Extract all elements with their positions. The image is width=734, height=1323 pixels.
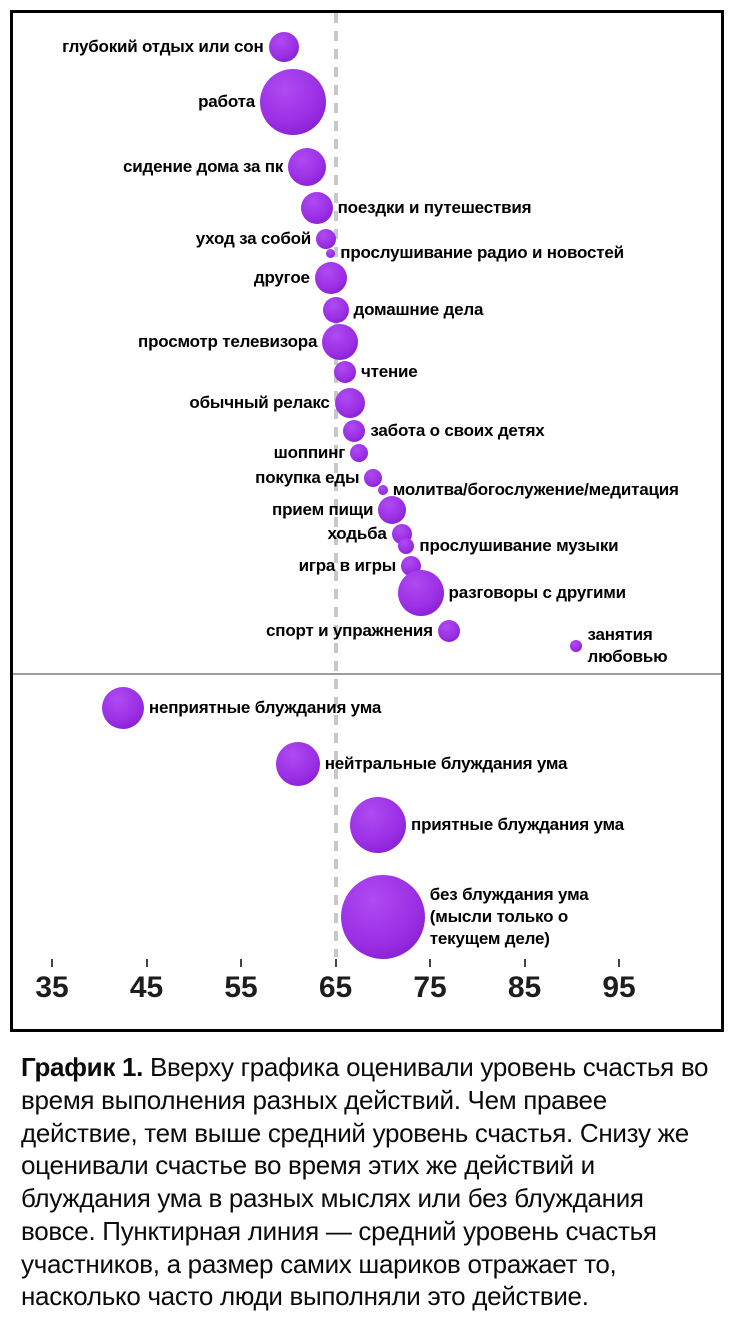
chart-bubble-label: молитва/богослужение/медитация [392, 479, 679, 499]
chart-bubble-label: шоппинг [273, 442, 346, 462]
chart-bubble-label: чтение [360, 361, 418, 381]
chart-bubble [259, 69, 326, 135]
chart-bubble-label: игра в игры [298, 555, 397, 575]
chart-bubble [377, 485, 388, 495]
chart-bubble-label: другое [253, 267, 310, 287]
chart-bubble-label: спорт и упражнения [266, 620, 433, 640]
chart-bubble [316, 229, 337, 249]
chart-bubble [343, 420, 366, 442]
figure: 35 45 55 65 75 85 95 глубокий отдых или сон рабо… [0, 10, 734, 1313]
section-divider-line [13, 673, 721, 675]
chart-bubble [326, 248, 336, 258]
chart-bubble-label: обычный релакс [189, 392, 330, 412]
chart-bubble-label: уход за собой [195, 228, 312, 248]
x-axis-tick-label: 85 [507, 971, 542, 1004]
chart-bubble [397, 570, 444, 616]
x-axis-tick [334, 959, 337, 967]
x-axis-tick [145, 959, 148, 967]
figure-caption-text: Вверху графика оценивали уровень счастья… [21, 1052, 709, 1312]
chart-bubble [101, 687, 144, 729]
chart-bubble-label: разговоры с другими [448, 582, 627, 602]
figure-caption: График 1. Вверху графика оценивали урове… [21, 1051, 713, 1313]
x-axis-tick-label: 75 [413, 971, 447, 1004]
chart-bubble-label: домашние дела [353, 299, 484, 319]
chart-bubble [398, 538, 415, 554]
chart-bubble [364, 469, 383, 487]
chart-bubble-label: прослушивание радио и новостей [340, 242, 624, 262]
chart-bubble [322, 324, 359, 360]
chart-bubble [437, 620, 460, 642]
x-axis-tick [51, 959, 53, 967]
chart-bubble-label: без блуждания ума (мысли только о текуще… [429, 884, 589, 949]
chart-bubble [275, 742, 320, 786]
chart-bubble-label: приятные блуждания ума [411, 814, 624, 834]
chart-bubble-label: занятия любовью [587, 624, 668, 666]
chart-bubble-label: поездки и путешествия [337, 197, 532, 217]
chart-bubble-label: неприятные блуждания ума [148, 697, 382, 717]
chart-bubble [268, 32, 299, 62]
x-axis-tick [618, 959, 620, 967]
chart-bubble-label: забота о своих детях [370, 420, 545, 440]
x-axis-tick [240, 959, 242, 967]
x-axis-tick-label: 45 [129, 971, 164, 1004]
chart-bubble [378, 496, 407, 524]
chart-bubble-label: просмотр телевизора [138, 331, 318, 351]
chart-bubble [350, 797, 407, 853]
chart-bubble [300, 192, 333, 224]
chart-bubble [322, 297, 349, 323]
x-axis-tick-label: 95 [602, 971, 636, 1004]
chart-bubble [314, 262, 347, 294]
chart-bubble [350, 444, 369, 462]
figure-caption-label: График 1. [21, 1052, 144, 1082]
chart-bubble-label: глубокий отдых или сон [62, 36, 264, 56]
chart-bubble [334, 388, 365, 418]
chart-bubble [288, 148, 327, 186]
chart-bubble-label: покупка еды [255, 467, 360, 487]
chart-bubble-label: ходьба [327, 523, 387, 543]
chart-bubble [570, 640, 583, 652]
chart-plot-area: 35 45 55 65 75 85 95 глубокий отдых или сон рабо… [10, 10, 724, 1032]
chart-bubble [333, 361, 356, 383]
x-axis-tick-label: 35 [35, 971, 69, 1004]
x-axis-tick-label: 65 [318, 971, 353, 1004]
chart-bubble-label: сидение дома за пк [123, 156, 284, 176]
chart-bubble-label: прослушивание музыки [419, 535, 619, 555]
chart-bubble-label: прием пищи [272, 499, 374, 519]
x-axis-tick [523, 959, 526, 967]
x-axis-tick-label: 55 [224, 971, 258, 1004]
chart-bubble [340, 875, 425, 959]
chart-bubble-label: нейтральные блуждания ума [324, 753, 568, 773]
average-happiness-dashed-line [333, 13, 338, 957]
chart-bubble-label: работа [198, 91, 255, 111]
x-axis-tick [429, 959, 431, 967]
